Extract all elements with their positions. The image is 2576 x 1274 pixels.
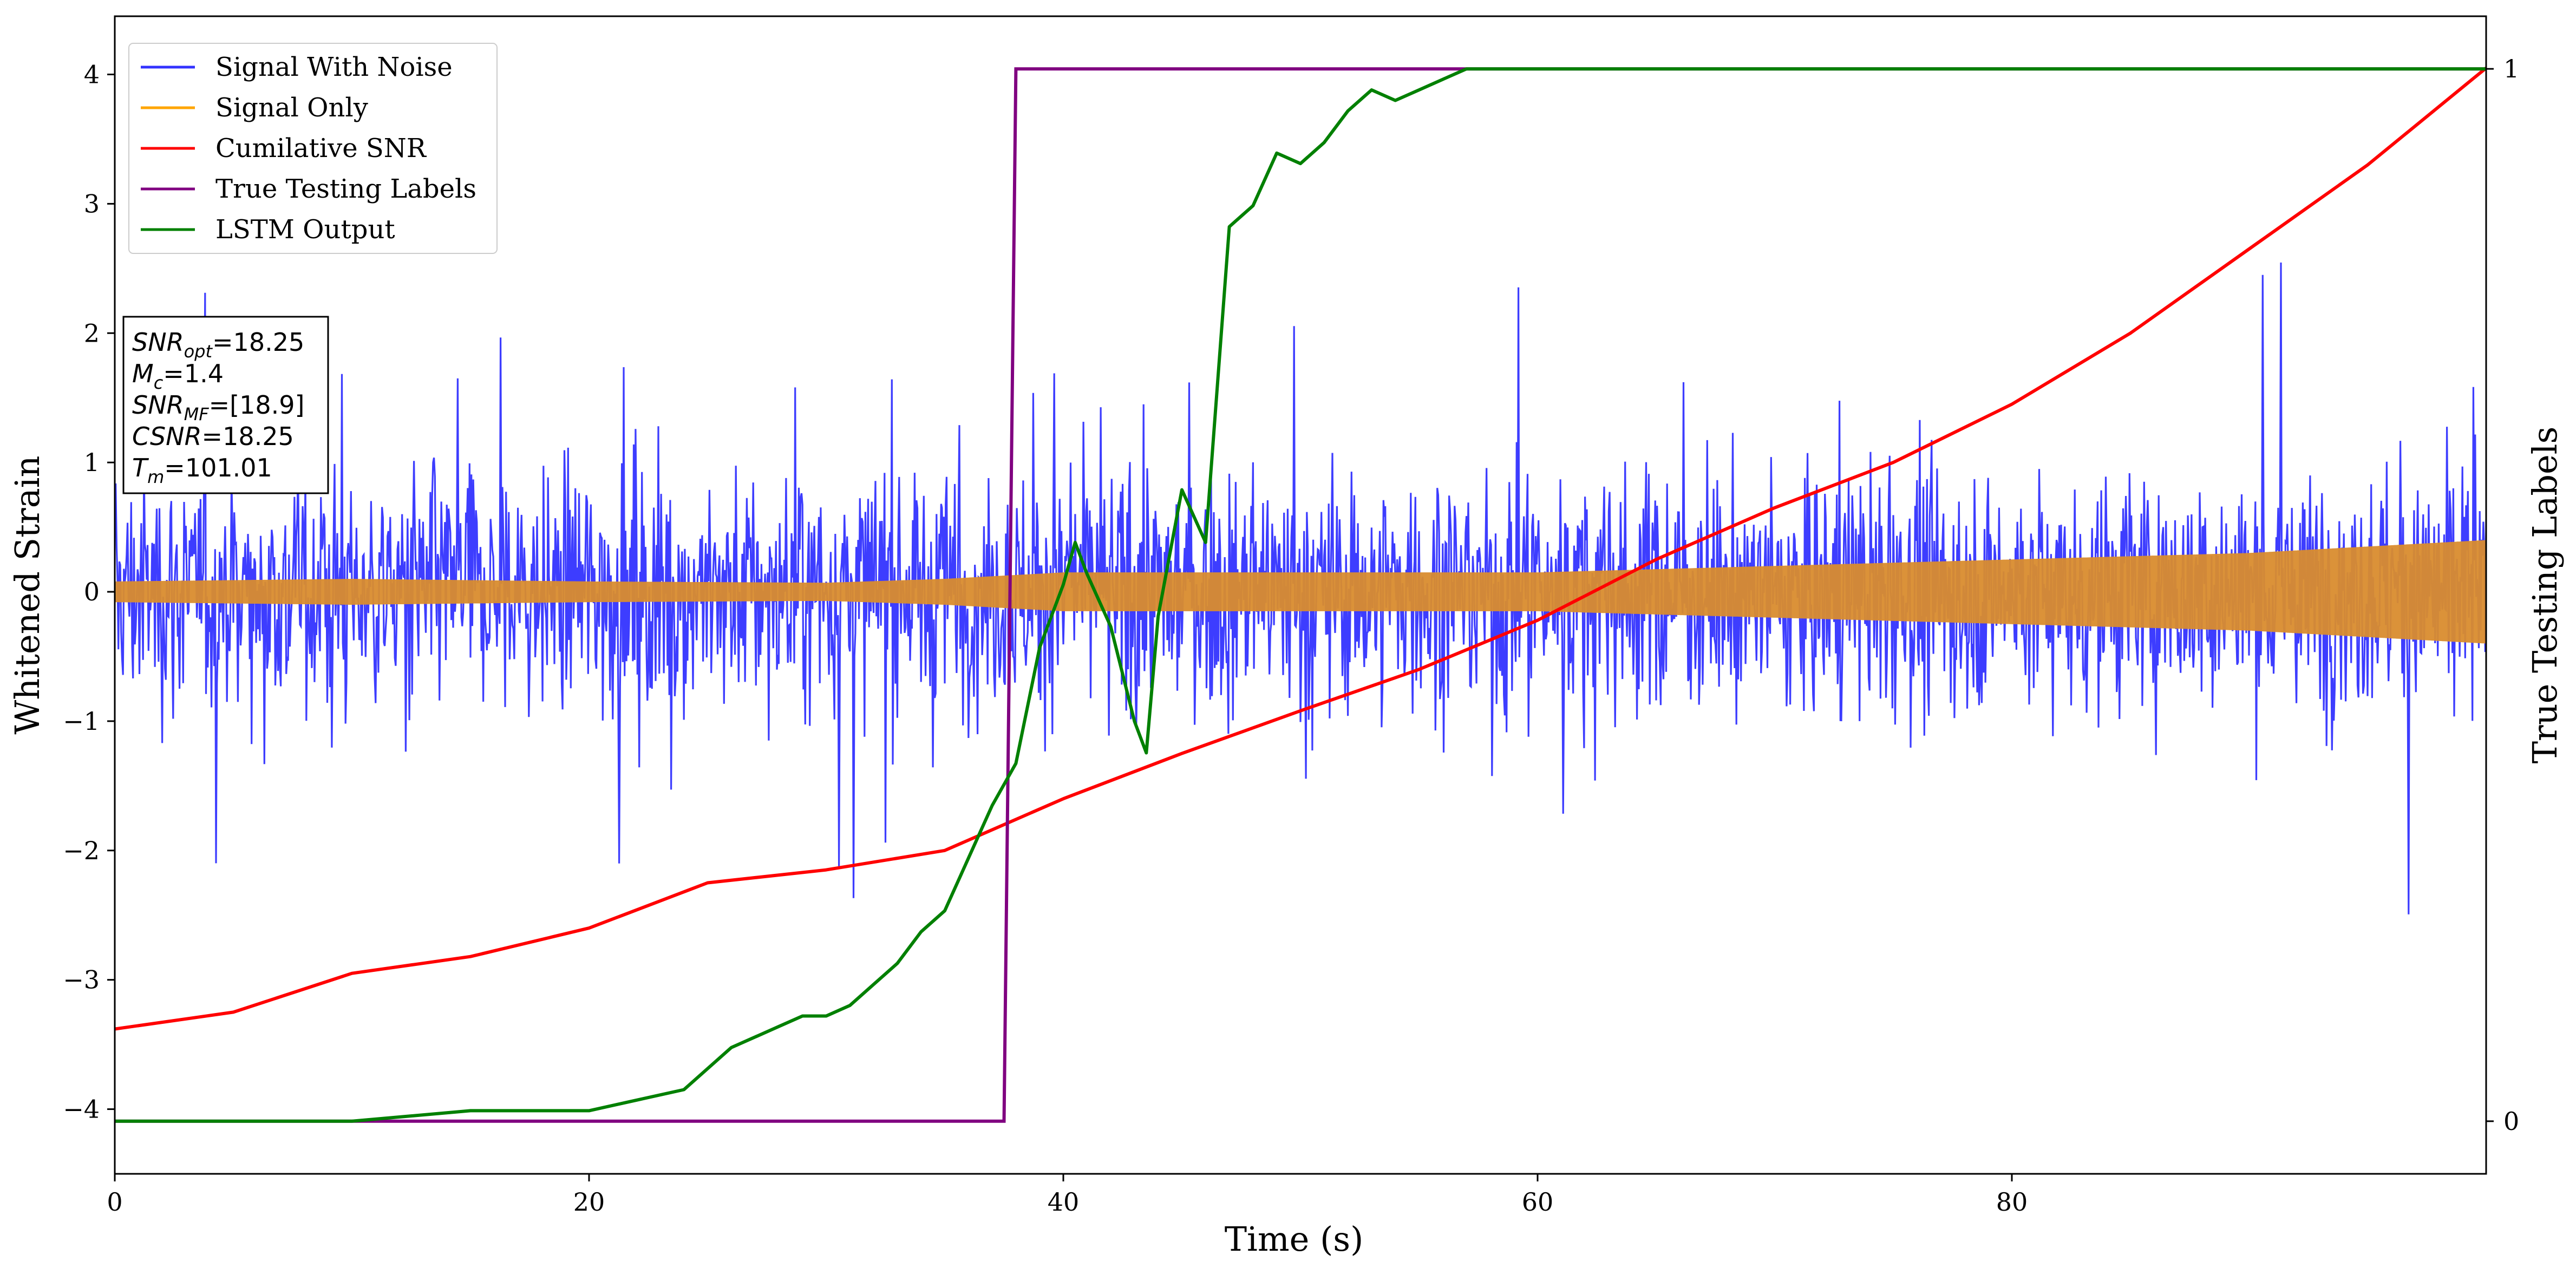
x-tick-label: 0: [107, 1187, 122, 1217]
legend-label: Signal Only: [215, 93, 368, 123]
y-tick-label: −1: [63, 707, 100, 736]
y-tick-label: −3: [63, 965, 100, 995]
y-tick-label: 4: [84, 60, 100, 89]
annotation-line: SNRopt=18.25: [132, 328, 304, 362]
x-axis: 0 20 40 60 80: [107, 1174, 2028, 1217]
series-layer: [115, 67, 2486, 1123]
y-axis-label: Whitened Strain: [8, 456, 47, 735]
x-axis-label: Time (s): [1225, 1219, 1364, 1259]
y-tick-label: 3: [84, 189, 100, 218]
annotation-line: CSNR=18.25: [132, 422, 294, 451]
series-lstm-output: [115, 67, 2486, 1123]
y-tick-label: 1: [84, 448, 100, 477]
annotation-line: Mc=1.4: [132, 359, 224, 393]
y-axis-left: −4 −3 −2 −1 0 1 2 3 4: [63, 60, 115, 1124]
x-tick-label: 20: [573, 1187, 605, 1217]
y-tick-label: 0: [84, 577, 100, 606]
legend-label: Cumilative SNR: [215, 133, 427, 164]
annotation-line: SNRMF=[18.9]: [132, 390, 304, 424]
y2-axis-label: True Testing Labels: [2525, 427, 2565, 764]
legend-label: True Testing Labels: [215, 174, 476, 204]
legend-label: LSTM Output: [215, 214, 395, 245]
plot-frame: [114, 15, 2487, 1175]
annotation-frame: [122, 316, 329, 494]
legend: Signal With Noise Signal Only Cumilative S…: [128, 43, 498, 254]
x-tick-label: 80: [1996, 1187, 2028, 1217]
y2-tick-label: 1: [2503, 54, 2519, 83]
y-tick-label: −4: [63, 1095, 100, 1124]
annotation-box: SNRopt=18.25Mc=1.4SNRMF=[18.9]CSNR=18.25…: [122, 316, 329, 494]
series-cumulative-snr: [115, 67, 2486, 1031]
series-signal-only: [115, 540, 2486, 644]
legend-box: [128, 43, 498, 254]
legend-label: Signal With Noise: [215, 52, 453, 82]
y2-tick-label: 0: [2503, 1107, 2519, 1136]
y-tick-label: −2: [63, 836, 100, 865]
x-tick-label: 60: [1522, 1187, 1554, 1217]
y-tick-label: 2: [84, 318, 100, 348]
annotation-line: Tm=101.01: [132, 453, 272, 487]
y-axis-right: 01: [2486, 54, 2519, 1136]
x-tick-label: 40: [1048, 1187, 1080, 1217]
